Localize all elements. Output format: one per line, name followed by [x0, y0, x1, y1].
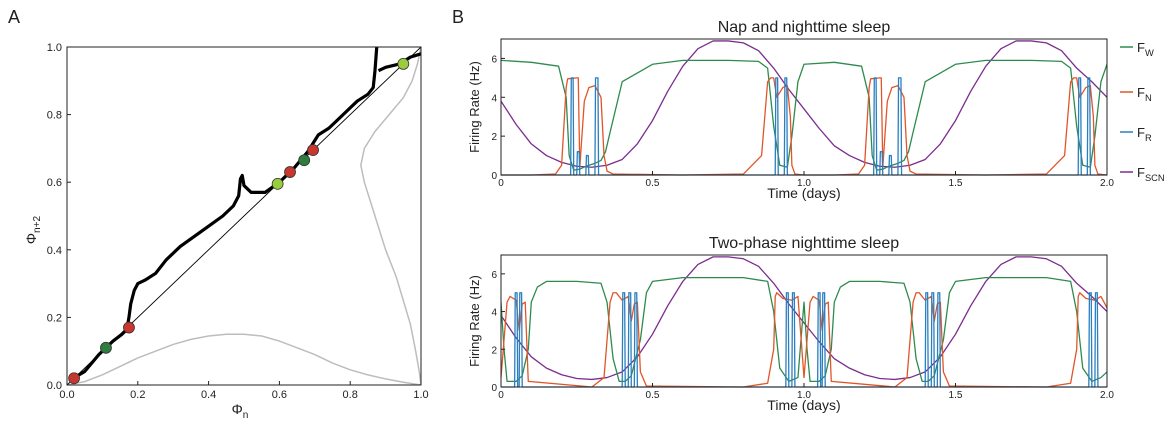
series-f-n-2: [501, 292, 1107, 388]
x-tick-label-b-1-3: 1.5: [949, 178, 963, 189]
x-tick-label-b-1-4: 2.0: [1100, 178, 1114, 189]
x-tick-label-a-2: 0.4: [201, 389, 216, 401]
fixed-point-3: [271, 177, 284, 190]
y-tick-label-a-4: 0.8: [47, 110, 62, 122]
y-tick-label-b-2-0: 0: [491, 383, 497, 394]
y-tick-label-b-1-0: 0: [491, 171, 497, 182]
panel-a-data: [67, 47, 421, 385]
x-axis-label-b-2: Time (days): [767, 397, 840, 413]
x-axis-label-a-main: Φ: [232, 401, 243, 417]
legend-label-2-sub: R: [1145, 133, 1152, 143]
fixed-point-7: [397, 58, 410, 70]
legend-label-2: FR: [1137, 125, 1152, 143]
x-axis-label-b-1: Time (days): [767, 185, 840, 201]
series-f-r-1: [501, 77, 1107, 176]
y-tick-label-a-0: 0.0: [47, 380, 62, 392]
x-tick-label-b-1-1: 0.5: [646, 178, 660, 189]
panel-label-b: B: [452, 7, 464, 27]
x-tick-label-a-3: 0.6: [272, 389, 287, 401]
x-tick-label-a-0: 0.0: [59, 389, 74, 401]
panel-label-a: A: [8, 7, 20, 27]
panel-b-plot-1: 0 0.5 1.0 1.5 2.0 0 2 4 6 Nap and nighttime sleep…: [467, 19, 1165, 201]
panel-b-plot-2: 0 0.5 1.0 1.5 2.0 0 2 4 6 Two-phase nighttime sle…: [467, 235, 1114, 413]
panel-b-data-2: [501, 256, 1107, 388]
y-tick-label-b-2-2: 4: [491, 308, 497, 319]
y-axis-label-a-main: Φ: [23, 233, 39, 244]
x-tick-label-a-5: 1.0: [413, 389, 428, 401]
panel-a-plot: 0.0 0.2 0.4 0.6 0.8 1.00.00.20.40.60.81.0ΦnΦn…: [23, 42, 429, 421]
distribution-curve-0: [67, 333, 421, 385]
y-tick-label-b-1-1: 2: [491, 132, 497, 143]
y-tick-label-b-2-3: 6: [491, 270, 497, 281]
panel-a-frame: [66, 46, 422, 386]
y-axis-label-a-group: Φn+2: [23, 215, 43, 244]
legend-label-1-sub: N: [1145, 93, 1152, 103]
map-curve-0: [69, 47, 379, 382]
y-axis-label-a-sub: n+2: [32, 215, 43, 232]
legend-label-3-main: F: [1137, 165, 1145, 180]
x-tick-label-b-2-3: 1.5: [949, 390, 963, 401]
legend-label-0-sub: W: [1145, 48, 1154, 58]
series-f-w-1: [501, 59, 1107, 171]
y-tick-label-a-3: 0.6: [47, 177, 62, 189]
panel-b-frame-2: [500, 254, 1108, 388]
chart-title-1: Nap and nighttime sleep: [718, 19, 891, 36]
legend-label-1-main: F: [1137, 85, 1145, 100]
x-tick-label-b-2-2: 1.0: [797, 390, 811, 401]
panel-b-frame-1: [500, 38, 1108, 176]
y-tick-label-a-1: 0.2: [47, 312, 62, 324]
legend-label-0: FW: [1137, 40, 1154, 58]
legend-label-3: FSCN: [1137, 165, 1165, 183]
fixed-point-1: [100, 341, 112, 354]
series-f-scn-1: [501, 40, 1107, 168]
x-tick-label-b-1-2: 1.0: [797, 178, 811, 189]
panel-b-data-1: [501, 40, 1107, 176]
y-tick-label-b-1-2: 4: [491, 93, 497, 104]
x-tick-label-b-2-0: 0: [498, 390, 504, 401]
fixed-point-2: [123, 321, 135, 334]
x-tick-label-b-2-1: 0.5: [646, 390, 660, 401]
distribution-curve-1: [360, 47, 421, 385]
legend-label-1: FN: [1137, 85, 1152, 103]
fixed-point-5: [298, 154, 311, 167]
legend-label-3-sub: SCN: [1145, 173, 1165, 183]
y-tick-label-a-2: 0.4: [47, 245, 62, 257]
x-tick-label-b-2-4: 2.0: [1100, 390, 1114, 401]
y-axis-label-b-1: Firing Rate (Hz): [467, 61, 482, 153]
fixed-point-0: [68, 372, 80, 385]
x-axis-label-a: Φn: [232, 401, 249, 421]
legend-label-2-main: F: [1137, 125, 1145, 140]
y-tick-label-b-2-1: 2: [491, 345, 497, 356]
y-axis-label-b-2: Firing Rate (Hz): [467, 275, 482, 367]
y-axis-label-a: Φn+2: [23, 215, 43, 244]
x-tick-label-a-4: 0.8: [343, 389, 358, 401]
x-tick-label-a-1: 0.2: [130, 389, 145, 401]
series-f-scn-2: [501, 256, 1107, 381]
fixed-point-4: [284, 166, 296, 178]
legend-label-0-main: F: [1137, 40, 1145, 55]
series-f-w-2: [501, 276, 1107, 382]
x-axis-label-a-sub: n: [243, 410, 249, 421]
y-tick-label-a-5: 1.0: [47, 42, 62, 54]
x-tick-label-b-1-0: 0: [498, 178, 504, 189]
series-f-n-1: [501, 77, 1107, 176]
y-tick-label-b-1-3: 6: [491, 54, 497, 65]
fixed-point-6: [307, 144, 319, 156]
chart-title-2: Two-phase nighttime sleep: [709, 235, 899, 252]
